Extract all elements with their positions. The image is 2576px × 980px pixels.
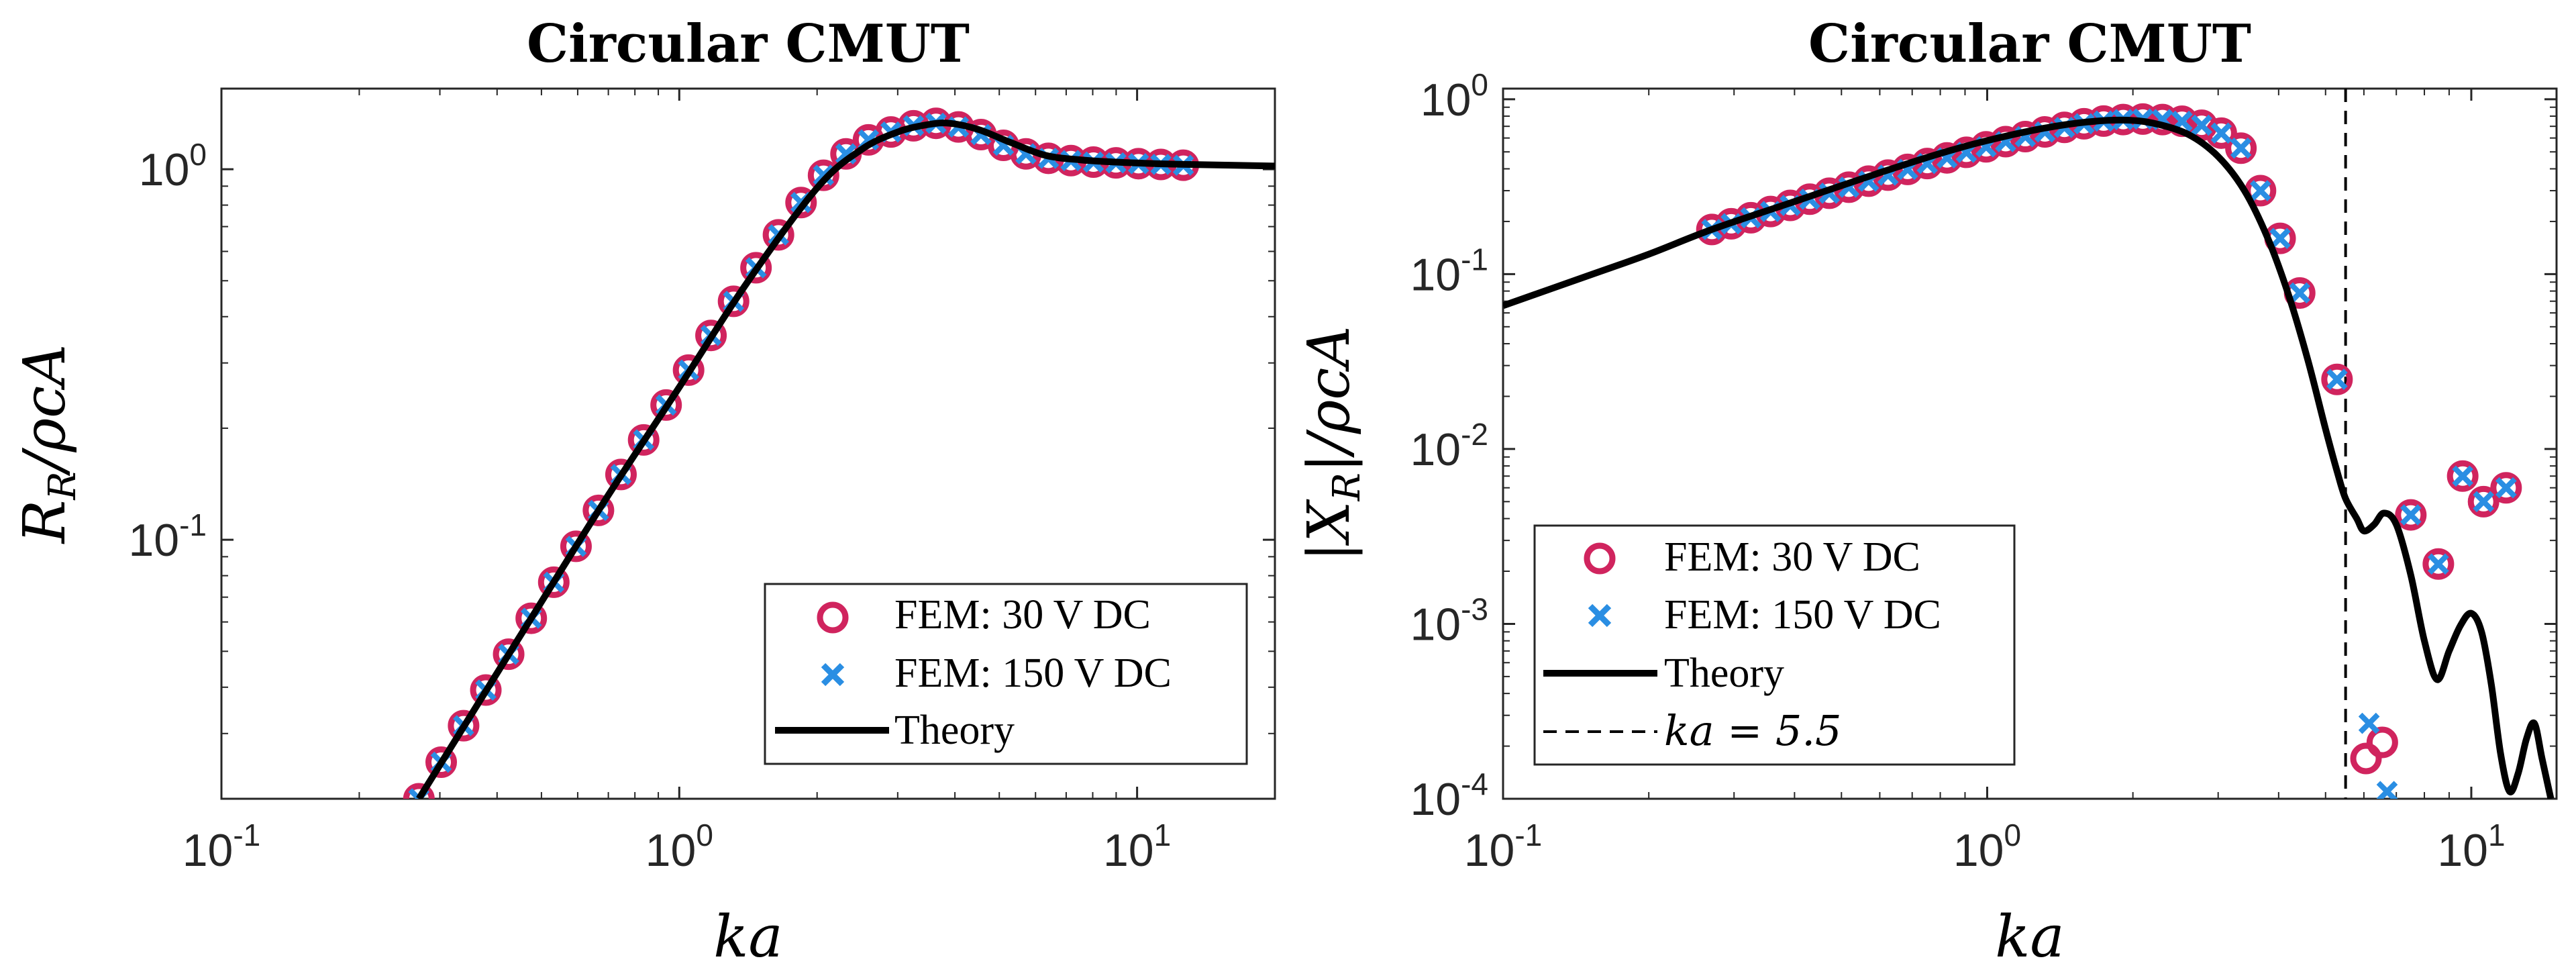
left-legend-fem150-label: FEM: 150 V DC: [894, 650, 1172, 696]
right-fem150-point: [2249, 180, 2271, 201]
left-x-ticks: 10-1 100 101: [183, 89, 1171, 876]
left-fem30-point: [605, 458, 637, 491]
left-fem30-point: [695, 320, 727, 352]
left-fem30-point: [582, 494, 615, 526]
left-fem30-point: [717, 285, 750, 317]
right-series-layer: [1503, 103, 2555, 799]
right-fem30-point: [2350, 742, 2382, 775]
left-fem30-point: [560, 530, 592, 562]
right-legend-fem150-label: FEM: 150 V DC: [1664, 592, 1941, 638]
right-fem30-point: [2446, 460, 2479, 492]
right-fem150-point: [2376, 781, 2398, 799]
left-legend-fem30-label: FEM: 30 V DC: [894, 592, 1151, 638]
right-fem30-point: [2467, 485, 2500, 518]
left-fem150-point: [813, 164, 835, 186]
right-legend-box: [1533, 524, 2016, 766]
left-chart-title: Circular CMUT: [527, 13, 970, 75]
right-fem150-point: [2400, 504, 2422, 526]
right-chart-title: Circular CMUT: [1808, 13, 2251, 75]
left-fem30-point: [493, 638, 525, 671]
right-fem30-point: [2395, 499, 2427, 531]
left-fem30-point: [470, 674, 502, 706]
right-x-tick-label: 101: [2437, 818, 2505, 876]
right-fem150-point: [2326, 369, 2348, 391]
left-fem30-point: [448, 709, 480, 742]
left-series-layer: [403, 107, 1275, 799]
right-fem30-point: [2366, 726, 2398, 758]
left-fem30-point: [807, 159, 839, 191]
right-legend-theory-label: Theory: [1664, 650, 1784, 696]
right-x-tick-label: 10-1: [1464, 818, 1543, 876]
left-fem30-point: [403, 783, 435, 799]
left-x-tick-label: 100: [646, 818, 713, 876]
right-fem30-point: [2422, 548, 2455, 580]
left-fem30-point: [650, 389, 682, 421]
left-fem30-point: [672, 354, 705, 386]
right-legend-vline-label: ka = 5.5: [1664, 706, 1842, 755]
right-fem30-point: [2225, 132, 2257, 164]
right-x-axis-label: ka: [1995, 903, 2064, 971]
left-legend-fem150-marker: [821, 663, 845, 687]
left-x-tick-label: 101: [1103, 818, 1171, 876]
left-fem30-point: [762, 219, 794, 251]
left-y-ticks: 10-1 100: [128, 137, 1275, 734]
left-fem30-point: [627, 424, 660, 456]
right-legend: FEM: 30 V DC FEM: 150 V DC Theory ka = 5…: [1533, 524, 2016, 766]
left-fem30-point: [785, 187, 817, 219]
left-chart-panel: Circular CMUT 10-1 100 101 10-1 100 ka RR/ρ…: [11, 13, 1276, 971]
right-fem30-point: [2321, 363, 2353, 395]
right-fem150-point: [2473, 491, 2495, 513]
right-x-tick-label: 100: [1953, 818, 2021, 876]
left-theory-line: [416, 119, 1275, 799]
left-fem30-point: [515, 602, 548, 634]
right-fem150-point: [2289, 282, 2311, 304]
right-x-ticks: 10-1 100 101: [1464, 89, 2506, 876]
left-y-axis-label: RR/ρcA: [11, 344, 85, 545]
right-y-tick-label: 100: [1421, 67, 1488, 126]
right-legend-fem30-label: FEM: 30 V DC: [1664, 534, 1920, 580]
right-fem150-point: [2495, 477, 2517, 499]
left-legend-fem30-marker: [817, 601, 849, 634]
right-theory-line: [1503, 116, 2555, 799]
left-legend-theory-label: Theory: [894, 707, 1015, 753]
left-x-axis-label: ka: [713, 903, 782, 971]
left-y-tick-label: 10-1: [128, 507, 207, 566]
left-fem30-point: [537, 566, 570, 598]
right-fem150-point: [2452, 465, 2473, 487]
left-legend: FEM: 30 V DC FEM: 150 V DC Theory: [764, 583, 1248, 765]
right-y-tick-label: 10-2: [1410, 417, 1488, 475]
right-fem150-point: [2210, 122, 2232, 144]
left-fem30-point: [425, 746, 458, 779]
right-fem150-point: [2269, 228, 2291, 250]
right-y-tick-label: 10-3: [1410, 591, 1488, 650]
right-y-tick-label: 10-4: [1410, 767, 1488, 825]
left-y-tick-label: 100: [139, 137, 207, 195]
right-fem30-point: [2490, 472, 2522, 504]
right-legend-fem150-marker: [1588, 603, 1612, 628]
right-y-ticks: 10-4 10-3 10-2 10-1 100: [1410, 67, 2557, 825]
right-fem150-point: [2428, 553, 2449, 575]
right-fem150-point: [2191, 114, 2212, 136]
right-legend-fem30-marker: [1584, 542, 1616, 575]
right-y-tick-label: 10-1: [1410, 242, 1488, 300]
left-x-tick-label: 10-1: [183, 818, 261, 876]
right-fem150-point: [2358, 712, 2380, 734]
left-fem30-point: [740, 252, 772, 284]
right-fem150-point: [2230, 137, 2252, 159]
right-y-axis-label: |XR|/ρcA: [1296, 326, 1369, 561]
right-chart-panel: Circular CMUT 10-1 100 101 10-410-310-210-…: [1296, 13, 2558, 971]
